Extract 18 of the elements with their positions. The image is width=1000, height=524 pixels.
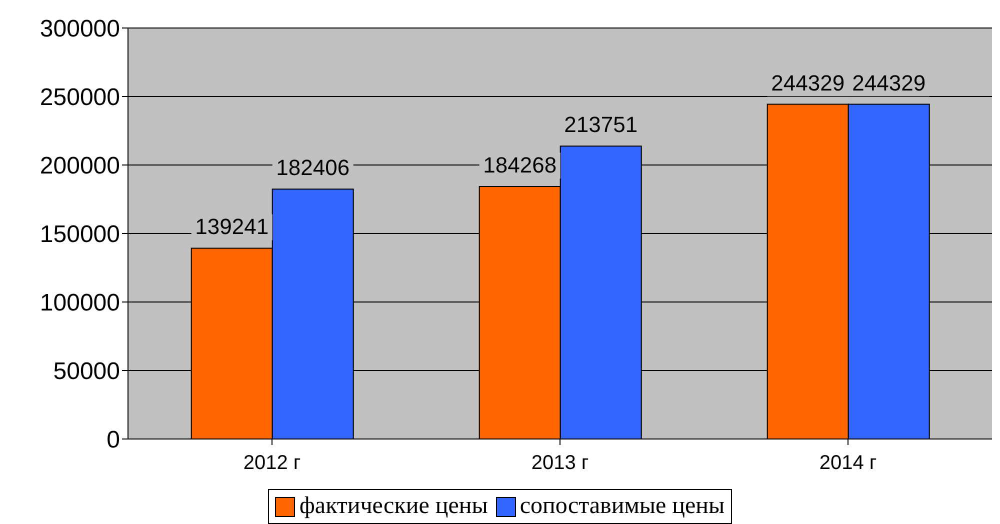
y-tick-label: 50000 (53, 358, 120, 386)
data-label: 244329 (852, 70, 926, 96)
data-label: 244329 (771, 70, 845, 96)
y-tick-label: 0 (106, 426, 120, 454)
data-label: 213751 (564, 112, 638, 138)
legend-label: фактические цены (299, 493, 488, 520)
data-label: 182406 (276, 155, 350, 180)
data-label: 139241 (195, 214, 269, 240)
y-tick-label: 150000 (40, 221, 120, 248)
legend-label: сопоставимые цены (520, 493, 725, 520)
x-tick-label: 2013 г (531, 452, 589, 474)
y-tick-label: 250000 (40, 84, 120, 112)
y-tick-label: 200000 (40, 152, 120, 180)
y-tick-label: 100000 (40, 290, 120, 317)
data-label: 184268 (483, 152, 557, 178)
y-tick-label: 300000 (40, 16, 120, 43)
x-tick-label: 2014 г (819, 452, 877, 474)
x-tick-label: 2012 г (243, 452, 301, 474)
